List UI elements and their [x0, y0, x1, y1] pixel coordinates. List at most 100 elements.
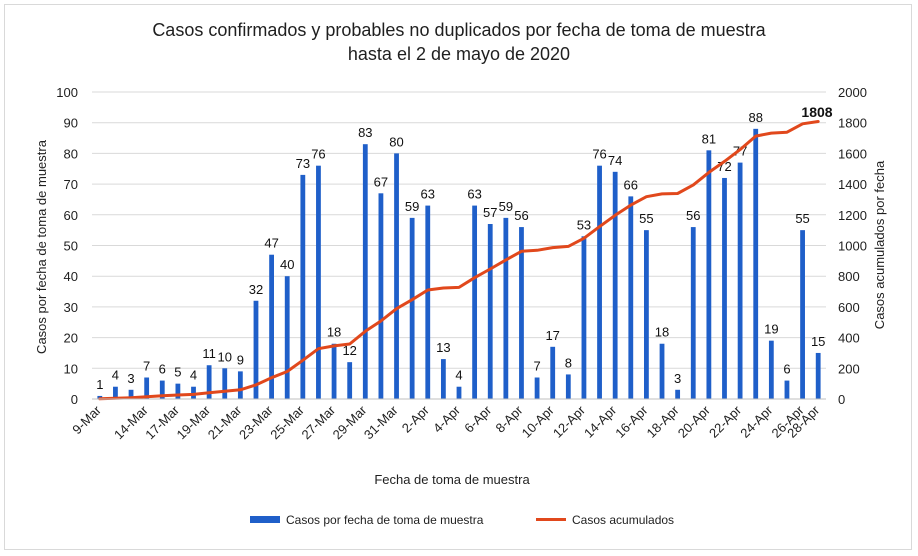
grid-lines	[92, 91, 826, 400]
bar-data-label: 56	[686, 208, 700, 223]
left-axis-ticks: 0 10 20 30 40 50 60 70 80 90 100	[56, 85, 78, 407]
left-tick-label: 20	[64, 331, 78, 346]
bar	[534, 377, 540, 399]
bar-data-label: 3	[127, 371, 134, 386]
x-tick-label: 16-Apr	[612, 402, 651, 441]
bar	[753, 128, 759, 399]
x-tick-label: 31-Mar	[361, 402, 401, 442]
bar	[316, 165, 321, 399]
bar	[612, 171, 618, 399]
chart-frame	[4, 4, 912, 550]
right-tick-label: 600	[838, 300, 860, 315]
bar	[347, 362, 353, 399]
bar-data-label: 32	[249, 282, 263, 297]
x-tick-label: 23-Mar	[236, 402, 276, 442]
right-tick-label: 0	[838, 392, 845, 407]
x-tick-label: 12-Apr	[550, 402, 589, 441]
left-tick-label: 60	[64, 208, 78, 223]
x-tick-label: 17-Mar	[142, 402, 182, 442]
bar-data-label: 7	[533, 359, 540, 374]
chart-title-line-2: hasta el 2 de mayo de 2020	[347, 44, 571, 64]
bar-data-label: 7	[143, 359, 150, 374]
cumulative-line	[98, 120, 820, 401]
bar	[362, 144, 368, 399]
bar-data-label: 5	[174, 365, 181, 380]
bar-data-label: 63	[467, 187, 481, 202]
bar	[128, 389, 134, 399]
bar-data-label: 81	[702, 131, 716, 146]
left-axis-label: Casos por fecha de toma de muestra	[34, 139, 49, 354]
bar	[706, 150, 712, 399]
bar-data-label: 15	[811, 334, 825, 349]
bar	[503, 217, 509, 399]
right-tick-label: 200	[838, 361, 860, 376]
legend-swatch-bars	[250, 516, 280, 523]
x-tick-label: 6-Apr	[461, 402, 495, 436]
bar-data-label: 10	[218, 349, 232, 364]
bar-data-labels: 14 37 6 5 411 10 93247407376181283678059631346…	[96, 110, 825, 392]
bar-data-label: 74	[608, 153, 622, 168]
bar-data-label: 73	[296, 156, 310, 171]
bar	[487, 224, 493, 399]
bar	[206, 365, 212, 399]
bar	[737, 162, 743, 399]
x-tick-label: 24-Apr	[737, 402, 776, 441]
bar-data-label: 4	[190, 368, 197, 383]
right-tick-label: 1600	[838, 146, 867, 161]
bar-data-label: 11	[202, 346, 216, 361]
bar-data-label: 76	[592, 147, 606, 162]
right-tick-label: 1400	[838, 177, 867, 192]
left-tick-label: 10	[64, 361, 78, 376]
bar-data-label: 40	[280, 257, 294, 272]
right-tick-label: 1200	[838, 208, 867, 223]
right-axis-ticks: 0 200 400 600 800 1000 1200 1400 1600 1800 2000	[838, 85, 867, 407]
bar	[456, 386, 462, 399]
bar	[300, 174, 306, 399]
bar-data-label: 83	[358, 125, 372, 140]
legend: Casos por fecha de toma de muestra Casos …	[250, 513, 674, 527]
x-tick-label: 9-Mar	[69, 402, 104, 437]
bar	[159, 380, 165, 399]
bar	[768, 340, 774, 399]
left-tick-label: 30	[64, 300, 78, 315]
bar	[628, 196, 634, 399]
bar	[113, 386, 118, 399]
right-tick-label: 800	[838, 269, 860, 284]
x-tick-label: 14-Apr	[581, 402, 620, 441]
bar-data-label: 19	[764, 322, 778, 337]
bar-data-label: 6	[159, 362, 166, 377]
bar-data-label: 57	[483, 205, 497, 220]
left-tick-label: 40	[64, 269, 78, 284]
bar	[253, 300, 259, 399]
bar	[644, 230, 649, 399]
x-tick-label: 19-Mar	[174, 402, 214, 442]
bar-data-label: 4	[455, 368, 462, 383]
bar-data-label: 67	[374, 174, 388, 189]
bar-data-label: 55	[639, 211, 653, 226]
bar	[175, 383, 181, 399]
bar-data-label: 1	[96, 377, 103, 392]
bar-data-label: 9	[237, 352, 244, 367]
x-tick-label: 27-Mar	[298, 402, 338, 442]
cumulative-line-series	[98, 120, 820, 401]
x-tick-label: 21-Mar	[205, 402, 245, 442]
bar-data-label: 4	[112, 368, 119, 383]
x-tick-label: 4-Apr	[430, 402, 464, 436]
bar-data-label: 53	[577, 217, 591, 232]
x-tick-label: 2-Apr	[399, 402, 433, 436]
bar	[519, 227, 524, 399]
left-tick-label: 70	[64, 177, 78, 192]
x-tick-label: 10-Apr	[519, 402, 558, 441]
bar	[565, 374, 571, 399]
bar	[425, 205, 431, 399]
x-axis-label: Fecha de toma de muestra	[374, 472, 530, 487]
bar	[378, 193, 384, 399]
bar-data-label: 59	[499, 199, 513, 214]
bar-data-label: 6	[783, 362, 790, 377]
bar-data-label: 80	[389, 134, 403, 149]
x-tick-label: 20-Apr	[675, 402, 714, 441]
right-axis-label: Casos acumulados por fecha	[872, 160, 887, 329]
bar	[690, 227, 696, 399]
bar	[331, 343, 337, 399]
bar	[722, 177, 727, 399]
